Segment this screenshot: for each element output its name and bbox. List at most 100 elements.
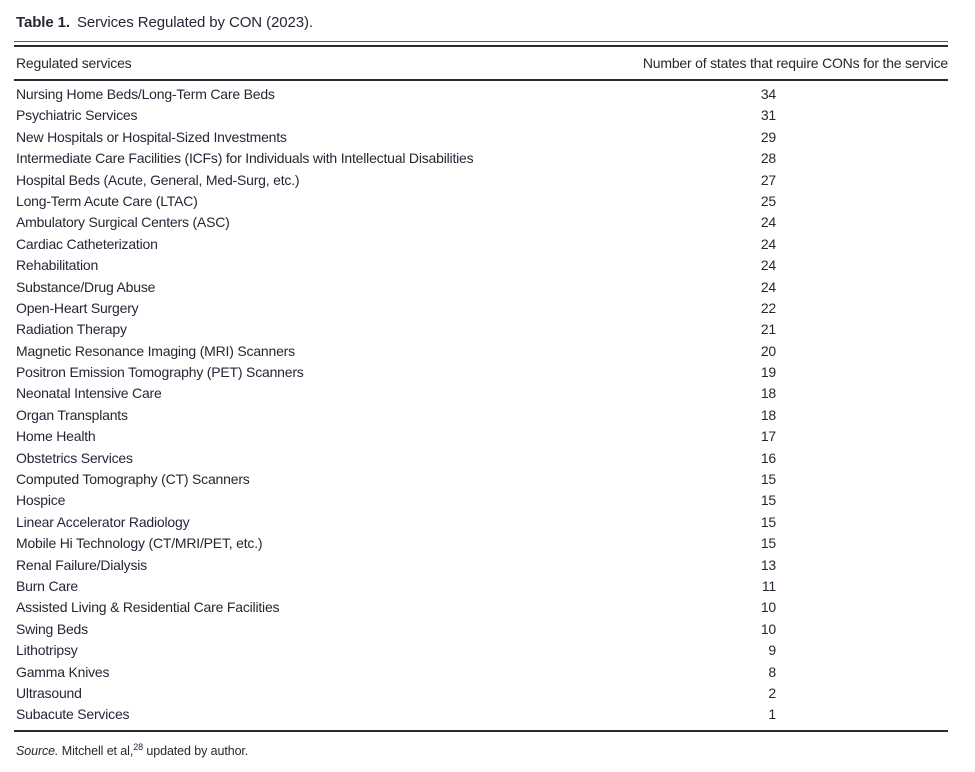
table-title-text: Services Regulated by CON (2023). xyxy=(76,14,313,31)
service-name: Home Health xyxy=(16,428,96,445)
table-row: Subacute Services 1 xyxy=(14,704,948,725)
states-count: 9 xyxy=(768,642,776,659)
service-name: Long-Term Acute Care (LTAC) xyxy=(16,192,198,209)
states-count: 1 xyxy=(768,706,776,723)
source-reference-superscript: 28 xyxy=(133,741,144,752)
states-count: 10 xyxy=(760,599,776,616)
states-count: 16 xyxy=(760,449,776,466)
service-name: Cardiac Catheterization xyxy=(16,235,158,252)
table-row: Ultrasound 2 xyxy=(14,683,948,704)
states-count: 22 xyxy=(760,299,776,316)
service-name: Swing Beds xyxy=(16,620,88,637)
table-title: Table 1. Services Regulated by CON (2023)… xyxy=(14,13,948,33)
service-name: Organ Transplants xyxy=(16,406,128,423)
states-count: 34 xyxy=(760,86,776,102)
table-row: Nursing Home Beds/Long-Term Care Beds 34 xyxy=(14,84,948,105)
table-row: Neonatal Intensive Care 18 xyxy=(14,383,948,404)
states-count: 18 xyxy=(760,406,776,423)
table-row: Hospice 15 xyxy=(14,490,948,511)
service-name: Radiation Therapy xyxy=(16,321,127,338)
table-row: Open-Heart Surgery 22 xyxy=(14,298,948,319)
source-suffix: updated by author. xyxy=(143,743,249,758)
service-name: Computed Tomography (CT) Scanners xyxy=(16,471,250,488)
service-name: Substance/Drug Abuse xyxy=(16,278,156,295)
states-count: 11 xyxy=(761,577,776,594)
states-count: 24 xyxy=(760,257,776,274)
states-count: 24 xyxy=(760,235,776,252)
service-name: Ultrasound xyxy=(16,684,82,701)
service-name: Intermediate Care Facilities (ICFs) for … xyxy=(16,150,474,167)
states-count: 31 xyxy=(760,107,776,124)
table-row: Hospital Beds (Acute, General, Med-Surg,… xyxy=(14,170,948,191)
table-row: Intermediate Care Facilities (ICFs) for … xyxy=(14,148,948,169)
service-name: Assisted Living & Residential Care Facil… xyxy=(16,599,280,616)
table-header-row: Regulated services Number of states that… xyxy=(14,47,948,79)
service-name: Mobile Hi Technology (CT/MRI/PET, etc.) xyxy=(16,535,263,552)
service-name: Renal Failure/Dialysis xyxy=(16,556,147,573)
table-row: Renal Failure/Dialysis 13 xyxy=(14,555,948,576)
source-label: Source. xyxy=(16,743,59,758)
table-row: Mobile Hi Technology (CT/MRI/PET, etc.) 1… xyxy=(14,533,948,554)
table-row: Cardiac Catheterization 24 xyxy=(14,234,948,255)
table-row: Ambulatory Surgical Centers (ASC) 24 xyxy=(14,212,948,233)
service-name: Magnetic Resonance Imaging (MRI) Scanner… xyxy=(16,342,295,359)
table-container: Table 1. Services Regulated by CON (2023)… xyxy=(14,0,948,759)
source-text: Mitchell et al, xyxy=(58,743,134,758)
states-count: 15 xyxy=(760,513,776,530)
states-count: 13 xyxy=(760,556,776,573)
states-count: 24 xyxy=(760,214,776,231)
states-count: 8 xyxy=(768,663,776,680)
table-row: Radiation Therapy 21 xyxy=(14,319,948,340)
service-name: Open-Heart Surgery xyxy=(16,299,139,316)
service-name: Neonatal Intensive Care xyxy=(16,385,162,402)
service-name: Nursing Home Beds/Long-Term Care Beds xyxy=(16,86,275,102)
table-row: Burn Care 11 xyxy=(14,576,948,597)
states-count: 17 xyxy=(760,428,776,445)
states-count: 15 xyxy=(760,471,776,488)
table-number-label: Table 1. xyxy=(16,14,70,31)
table-row: Lithotripsy 9 xyxy=(14,640,948,661)
source-note: Source. Mitchell et al,28 updated by aut… xyxy=(14,741,948,759)
table-row: Psychiatric Services 31 xyxy=(14,105,948,126)
service-name: Rehabilitation xyxy=(16,257,99,274)
states-count: 25 xyxy=(760,192,776,209)
service-name: Burn Care xyxy=(16,577,79,594)
service-name: Gamma Knives xyxy=(16,663,110,680)
states-count: 15 xyxy=(760,535,776,552)
table-row: Computed Tomography (CT) Scanners 15 xyxy=(14,469,948,490)
service-name: Hospice xyxy=(16,492,66,509)
column-header-service: Regulated services xyxy=(16,55,132,71)
bottom-rule xyxy=(14,729,948,732)
table-row: Assisted Living & Residential Care Facil… xyxy=(14,597,948,618)
states-count: 19 xyxy=(760,364,776,381)
service-name: Lithotripsy xyxy=(16,642,78,659)
states-count: 28 xyxy=(760,150,776,167)
states-count: 29 xyxy=(760,128,776,145)
states-count: 15 xyxy=(760,492,776,509)
service-name: Subacute Services xyxy=(16,706,130,723)
table-row: New Hospitals or Hospital-Sized Investme… xyxy=(14,127,948,148)
service-name: Hospital Beds (Acute, General, Med-Surg,… xyxy=(16,171,300,188)
table-row: Organ Transplants 18 xyxy=(14,405,948,426)
service-name: Ambulatory Surgical Centers (ASC) xyxy=(16,214,230,231)
table-row: Substance/Drug Abuse 24 xyxy=(14,277,948,298)
service-name: Linear Accelerator Radiology xyxy=(16,513,190,530)
table-row: Home Health 17 xyxy=(14,426,948,447)
table-row: Positron Emission Tomography (PET) Scann… xyxy=(14,362,948,383)
table-row: Linear Accelerator Radiology 15 xyxy=(14,512,948,533)
table-row: Obstetrics Services 16 xyxy=(14,448,948,469)
states-count: 20 xyxy=(760,342,776,359)
states-count: 21 xyxy=(760,321,776,338)
table-row: Rehabilitation 24 xyxy=(14,255,948,276)
states-count: 18 xyxy=(760,385,776,402)
states-count: 2 xyxy=(768,684,776,701)
top-double-rule xyxy=(14,41,948,47)
table-row: Gamma Knives 8 xyxy=(14,662,948,683)
table-row: Swing Beds 10 xyxy=(14,619,948,640)
service-name: Obstetrics Services xyxy=(16,449,133,466)
service-name: Positron Emission Tomography (PET) Scann… xyxy=(16,364,304,381)
service-name: Psychiatric Services xyxy=(16,107,138,124)
states-count: 24 xyxy=(760,278,776,295)
column-header-states: Number of states that require CONs for t… xyxy=(642,55,948,71)
service-name: New Hospitals or Hospital-Sized Investme… xyxy=(16,128,287,145)
